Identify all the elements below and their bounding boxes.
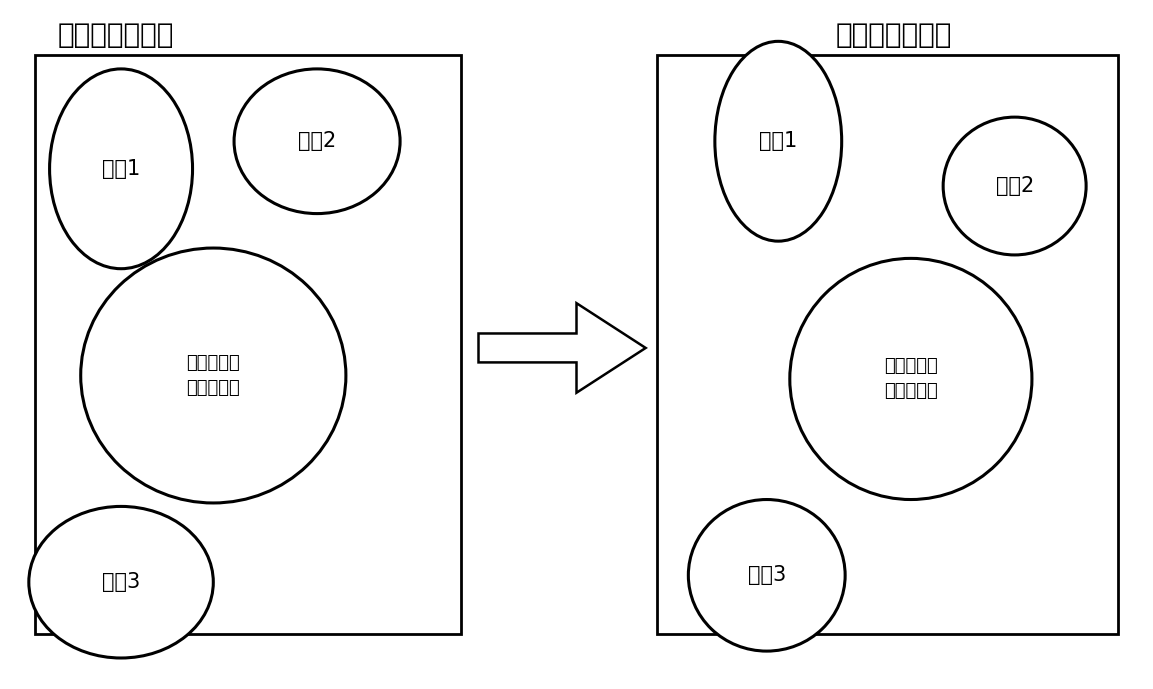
Ellipse shape (50, 69, 193, 269)
Text: 充电激光束
的作用区域: 充电激光束 的作用区域 (884, 358, 937, 400)
Text: 物体2: 物体2 (995, 176, 1034, 196)
Text: 当前帧图像数据: 当前帧图像数据 (836, 21, 951, 49)
Ellipse shape (943, 117, 1086, 255)
Text: 物体1: 物体1 (759, 131, 798, 152)
Bar (657, 55, 1118, 634)
Text: 物体1: 物体1 (101, 158, 141, 179)
Ellipse shape (715, 41, 842, 241)
Text: 物体2: 物体2 (297, 131, 337, 152)
FancyArrow shape (478, 303, 646, 393)
Text: 物体3: 物体3 (101, 572, 141, 593)
Ellipse shape (688, 500, 845, 651)
Text: 上一帧图像数据: 上一帧图像数据 (58, 21, 174, 49)
Ellipse shape (81, 248, 346, 503)
Text: 充电激光束
的作用区域: 充电激光束 的作用区域 (187, 354, 240, 397)
Ellipse shape (790, 258, 1032, 500)
Ellipse shape (234, 69, 400, 214)
Text: 物体3: 物体3 (747, 565, 786, 586)
Ellipse shape (29, 506, 213, 658)
Bar (35, 55, 461, 634)
